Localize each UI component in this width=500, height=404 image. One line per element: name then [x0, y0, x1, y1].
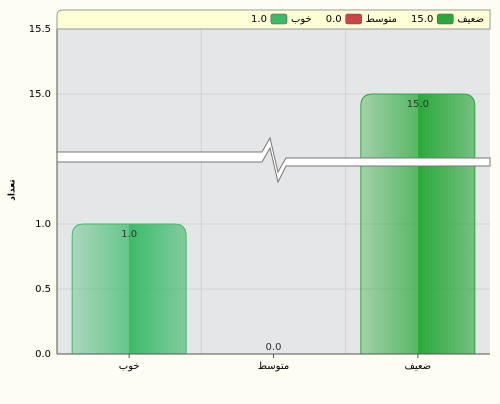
y-tick-label: 0.0 — [35, 349, 51, 360]
y-tick-label: 0.5 — [35, 284, 51, 295]
value-label: 15.0 — [407, 99, 429, 110]
legend-swatch — [345, 13, 362, 25]
legend-label: ضعیف — [457, 14, 484, 25]
value-label: 1.0 — [121, 229, 137, 240]
legend-value: 15.0 — [411, 14, 433, 25]
legend-swatch — [270, 13, 288, 25]
x-tick-label: ضعیف — [404, 361, 431, 372]
axis-break — [56, 136, 491, 184]
y-tick-label: 15.5 — [29, 24, 51, 35]
y-tick-label: 1.0 — [35, 219, 51, 230]
x-tick-label: متوسط — [258, 361, 289, 372]
legend-label: خوب — [291, 14, 312, 25]
legend-value: 0.0 — [326, 14, 342, 25]
bar — [71, 223, 187, 355]
x-tick-label: خوب — [119, 361, 140, 372]
y-axis-title: تعداد — [8, 179, 18, 200]
legend-label: متوسط — [366, 14, 397, 25]
legend-swatch — [437, 13, 454, 25]
y-tick-label: 15.0 — [29, 89, 51, 100]
legend-value: 1.0 — [251, 14, 267, 25]
value-label: 0.0 — [266, 342, 282, 353]
bar — [360, 93, 476, 355]
